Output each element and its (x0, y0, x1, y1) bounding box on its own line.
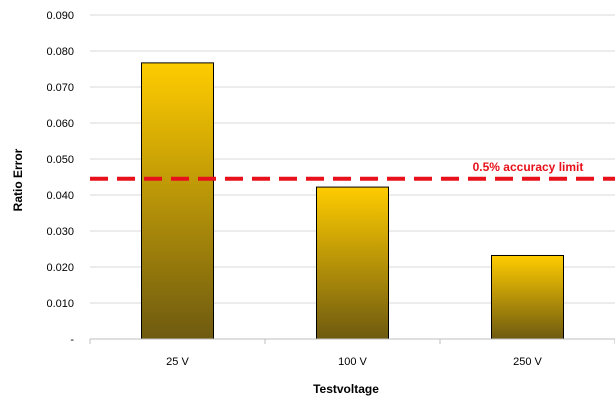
reference-line-group: 0.5% accuracy limit (90, 160, 615, 181)
y-axis-ticks: - 0.010 0.020 0.030 0.040 0.050 0.060 0.070 0.08… (46, 10, 74, 346)
y-tick-label: 0.040 (46, 190, 74, 202)
accuracy-limit-label: 0.5% accuracy limit (473, 160, 584, 174)
bar-250-v (491, 254, 564, 340)
y-tick-label: - (70, 334, 74, 346)
bars (141, 62, 564, 340)
y-tick-label: 0.060 (46, 118, 74, 130)
y-tick-label: 0.020 (46, 262, 74, 274)
x-axis-ticks: 25 V 100 V 250 V (89, 339, 615, 368)
y-tick-label: 0.070 (46, 82, 74, 94)
y-tick-label: 0.010 (46, 298, 74, 310)
y-tick-label: 0.050 (46, 154, 74, 166)
bar-25-v (141, 62, 214, 340)
bar-100-v (316, 186, 389, 340)
x-tick-label: 25 V (166, 356, 189, 368)
y-tick-label: 0.090 (46, 10, 74, 22)
x-tick-label: 250 V (513, 356, 542, 368)
x-axis-title: Testvoltage (313, 382, 379, 396)
x-tick-label: 100 V (338, 356, 367, 368)
y-tick-label: 0.030 (46, 226, 74, 238)
y-axis-title: Ratio Error (11, 148, 25, 211)
y-tick-label: 0.080 (46, 46, 74, 58)
